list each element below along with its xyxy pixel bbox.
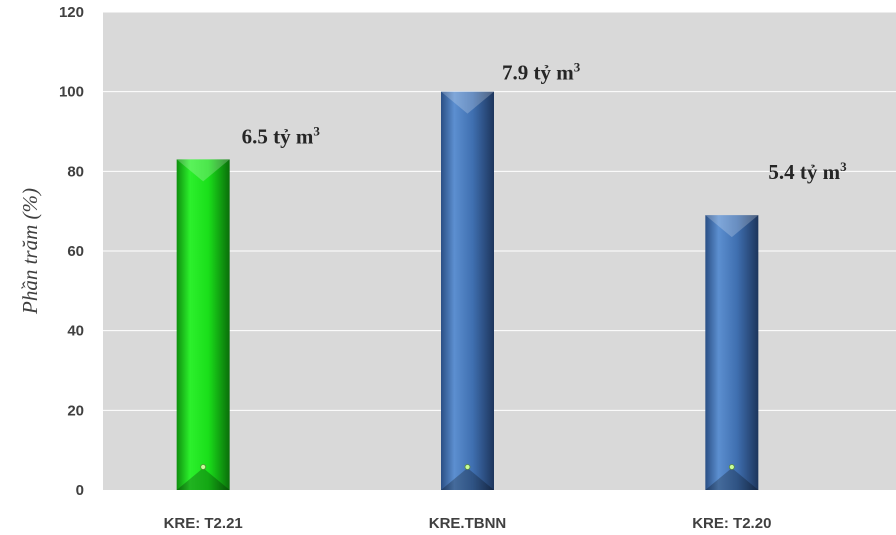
bar-body	[441, 91, 494, 491]
data-label: 6.5 tỷ m3	[242, 123, 321, 148]
bar	[705, 215, 759, 490]
x-category-label: KRE.TBNN	[429, 515, 507, 532]
y-tick-label: 0	[76, 482, 84, 499]
y-axis-label: Phần trăm (%)	[18, 188, 42, 315]
y-tick-label: 20	[67, 402, 84, 419]
x-category-label: KRE: T2.21	[164, 515, 243, 532]
y-tick-label: 120	[59, 4, 84, 21]
y-tick-label: 100	[59, 84, 84, 101]
y-tick-label: 60	[67, 243, 84, 260]
bar-bevel-bottom	[441, 468, 494, 490]
x-category-label: KRE: T2.20	[692, 515, 771, 532]
x-axis-categories: KRE: T2.21 KRE.TBNN KRE: T2.20	[164, 515, 772, 532]
bar-bevel-bottom	[705, 468, 759, 490]
bar-body	[176, 159, 230, 490]
bar	[441, 91, 494, 491]
bars	[176, 91, 759, 491]
y-axis-ticks: 0 20 40 60 80 100 120	[59, 4, 84, 499]
bar-bevel-top	[705, 215, 759, 238]
y-tick-label: 40	[67, 323, 84, 340]
bar-marker-dot	[200, 464, 207, 470]
y-tick-label: 80	[67, 163, 84, 180]
bar-body	[705, 215, 759, 490]
bar-marker-dot	[464, 464, 471, 470]
bar-bevel-bottom	[176, 468, 230, 490]
gridlines	[103, 11, 896, 411]
bar-marker-dot	[728, 464, 735, 470]
data-labels: 6.5 tỷ m3 7.9 tỷ m3 5.4 tỷ m3	[242, 60, 847, 184]
bar-bevel-top	[176, 159, 230, 182]
data-label: 7.9 tỷ m3	[502, 60, 581, 85]
bar-bevel-top	[441, 91, 494, 114]
data-label: 5.4 tỷ m3	[768, 159, 847, 184]
bar	[176, 159, 230, 490]
